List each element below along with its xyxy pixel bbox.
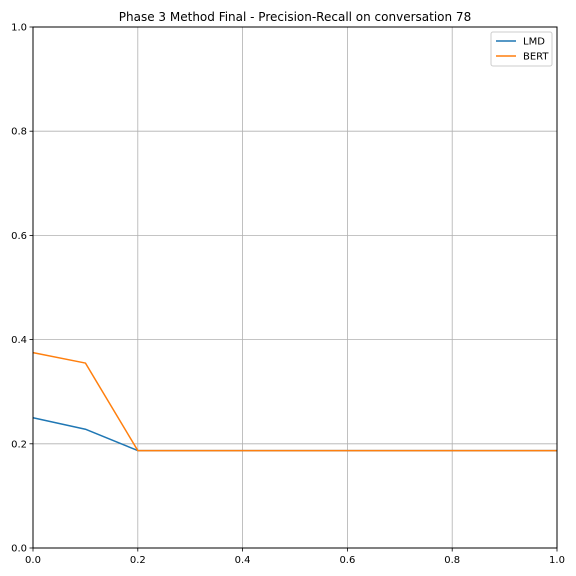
x-tick-label: 0.8 bbox=[444, 555, 460, 566]
y-tick-label: 0.6 bbox=[11, 231, 27, 242]
x-tick-label: 0.4 bbox=[235, 555, 251, 566]
series-lines bbox=[32, 351, 557, 452]
legend-label-bert: BERT bbox=[523, 52, 549, 63]
legend-label-lmd: LMD bbox=[523, 37, 545, 48]
x-tick-label: 0.2 bbox=[130, 555, 146, 566]
y-tick-label: 1.0 bbox=[11, 23, 27, 34]
x-tick-label: 0.0 bbox=[25, 555, 41, 566]
y-tick-label: 0.8 bbox=[11, 127, 27, 138]
series-line-bert bbox=[32, 351, 557, 452]
y-tick-label: 0.4 bbox=[11, 335, 27, 346]
x-tick-label: 1.0 bbox=[549, 555, 565, 566]
x-axis: 0.0 0.2 0.4 0.6 0.8 1.0 bbox=[25, 548, 565, 566]
x-tick-label: 0.6 bbox=[339, 555, 355, 566]
legend: LMD BERT bbox=[490, 31, 553, 67]
y-tick-label: 0.2 bbox=[11, 439, 27, 450]
grid-lines bbox=[32, 26, 558, 549]
chart-title: Phase 3 Method Final - Precision-Recall … bbox=[119, 10, 471, 24]
y-tick-label: 0.0 bbox=[11, 544, 27, 555]
y-axis: 0.0 0.2 0.4 0.6 0.8 1.0 bbox=[11, 23, 33, 555]
plot-frame bbox=[32, 26, 558, 549]
series-line-lmd bbox=[32, 417, 557, 452]
